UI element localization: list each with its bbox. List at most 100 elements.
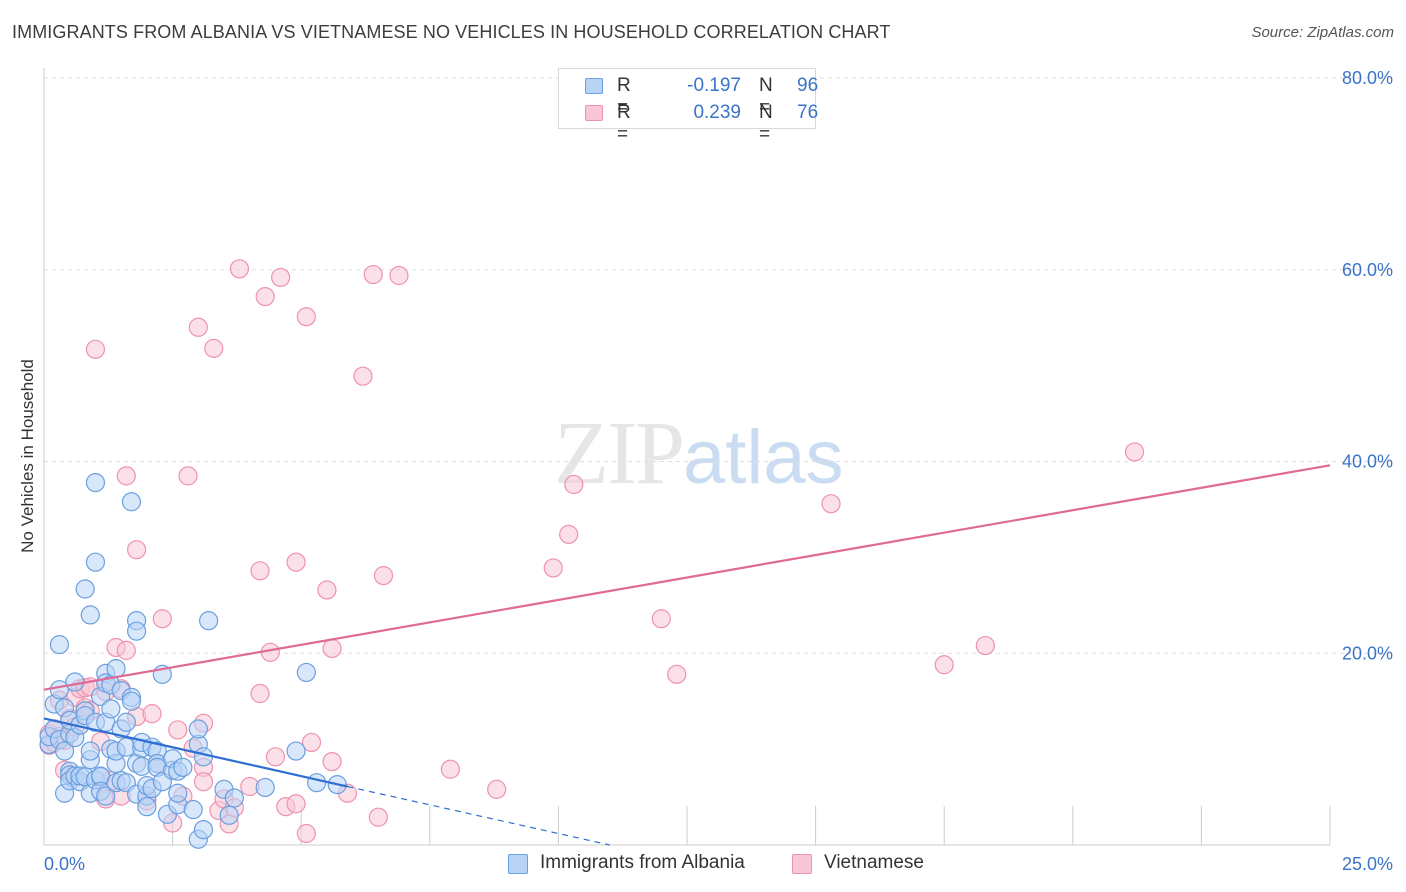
tick-layer: 20.0% 40.0% 60.0% 80.0% 0.0% 25.0% — [44, 68, 1393, 874]
vietnamese-point — [271, 267, 291, 288]
axis-layer — [43, 68, 1331, 846]
vietnamese-point — [1124, 442, 1145, 462]
albania-point — [121, 691, 142, 711]
albania-point — [188, 719, 208, 739]
vietnamese-point — [229, 259, 250, 279]
vietnamese-point — [286, 552, 306, 572]
albania-point — [121, 492, 142, 512]
vietnamese-point — [152, 609, 172, 629]
albania-point — [85, 472, 106, 493]
y-tick-label: 20.0% — [1342, 643, 1393, 663]
vietnamese-point — [296, 823, 316, 844]
vietnamese-point — [286, 794, 306, 814]
albania-legend-swatch — [508, 854, 528, 874]
albania-point — [116, 712, 136, 732]
vietnamese-point — [116, 640, 136, 660]
albania-point — [80, 605, 100, 625]
vietnamese-point — [301, 732, 322, 753]
y-tick-label: 60.0% — [1342, 260, 1393, 280]
albania-point — [296, 662, 316, 683]
vietnamese-point — [322, 638, 342, 659]
albania-trend-line — [43, 717, 348, 788]
r-label: R = — [617, 102, 631, 145]
albania-point — [65, 672, 85, 692]
albania-point — [286, 741, 306, 761]
albania-point — [193, 747, 214, 767]
vietnamese-swatch — [585, 105, 603, 121]
albania-point — [255, 777, 275, 798]
vietnamese-point — [440, 759, 460, 779]
albania-point — [168, 783, 188, 803]
vietnamese-point — [564, 474, 584, 495]
vietnamese-point — [322, 751, 342, 772]
vietnamese-point — [255, 286, 275, 307]
vietnamese-point — [821, 494, 841, 514]
vietnamese-point — [126, 540, 147, 560]
vietnamese-point — [353, 366, 373, 386]
albania-trend-extension — [347, 785, 610, 846]
vietnamese-legend-swatch — [792, 854, 812, 874]
vietnamese-point — [250, 561, 270, 581]
albania-n-value: 96 — [797, 75, 819, 96]
trend-layer — [43, 464, 1331, 846]
vietnamese-point — [188, 317, 208, 337]
watermark-atlas: atlas — [683, 415, 844, 500]
albania-point — [101, 699, 121, 719]
albania-point — [80, 741, 100, 761]
vietnamese-point — [85, 339, 106, 359]
correlation-legend: R = -0.197 N = 96 R = 0.239 N = 76 — [558, 68, 819, 145]
vietnamese-point — [368, 807, 388, 827]
vietnamese-point — [317, 580, 337, 600]
x-tick-label: 0.0% — [44, 854, 85, 874]
vietnamese-points — [39, 259, 1145, 844]
albania-point — [193, 820, 214, 840]
albania-point — [106, 658, 126, 679]
r-label: R = — [617, 75, 631, 118]
vietnamese-point — [389, 265, 409, 286]
n-label: N = — [759, 75, 773, 118]
albania-legend-label: Immigrants from Albania — [540, 852, 745, 873]
vietnamese-point — [142, 704, 162, 724]
albania-point — [54, 741, 75, 761]
albania-point — [183, 799, 203, 820]
y-tick-label: 40.0% — [1342, 452, 1393, 472]
albania-point — [96, 786, 116, 806]
vietnamese-point — [667, 664, 687, 684]
albania-point — [307, 773, 327, 793]
albania-r-value: -0.197 — [687, 75, 741, 96]
vietnamese-point — [487, 779, 507, 799]
y-axis-label: No Vehicles in Household — [18, 359, 37, 553]
y-tick-label: 80.0% — [1342, 68, 1393, 88]
vietnamese-point — [373, 565, 394, 586]
source-label: Source: ZipAtlas.com — [1251, 24, 1394, 41]
vietnamese-point — [651, 609, 671, 629]
n-label: N = — [759, 102, 773, 145]
x-tick-label: 25.0% — [1342, 854, 1393, 874]
vietnamese-point — [204, 338, 224, 358]
albania-point — [85, 552, 106, 572]
albania-point — [75, 579, 95, 599]
vietnamese-point — [193, 772, 214, 792]
albania-point — [224, 788, 244, 808]
vietnamese-point — [116, 466, 136, 486]
albania-point — [199, 611, 219, 631]
albania-point — [126, 621, 147, 641]
grid-layer — [44, 77, 1392, 654]
vietnamese-point — [296, 307, 316, 327]
albania-point — [49, 635, 70, 655]
albania-point — [219, 805, 239, 825]
chart-title: IMMIGRANTS FROM ALBANIA VS VIETNAMESE NO… — [12, 22, 891, 42]
vietnamese-r-value: 0.239 — [693, 102, 741, 123]
vietnamese-point — [178, 466, 198, 486]
vietnamese-point — [168, 720, 188, 740]
vietnamese-n-value: 76 — [797, 102, 819, 123]
vietnamese-trend-line — [43, 464, 1331, 691]
albania-point — [173, 757, 193, 777]
albania-swatch — [585, 78, 603, 94]
vietnamese-point — [559, 524, 579, 544]
vietnamese-point — [975, 635, 995, 656]
vietnamese-point — [934, 655, 954, 675]
vietnamese-point — [250, 683, 270, 704]
albania-points — [39, 472, 347, 849]
